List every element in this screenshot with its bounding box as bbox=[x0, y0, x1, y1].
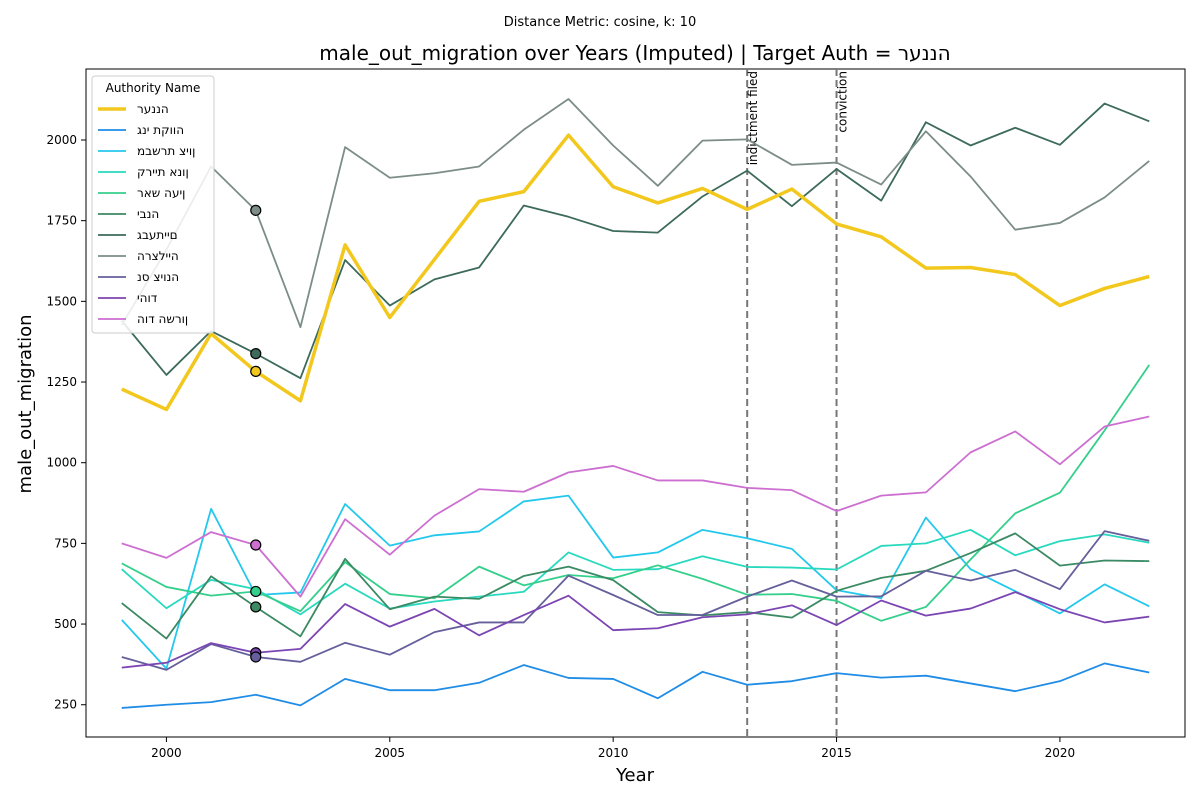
x-tick-label: 2010 bbox=[598, 746, 629, 760]
imputed-point bbox=[250, 204, 262, 216]
y-tick-label: 1500 bbox=[46, 294, 77, 308]
legend-label: ןורשה דוה bbox=[137, 312, 188, 326]
legend-label: היילצרה bbox=[137, 249, 179, 263]
x-tick-label: 2000 bbox=[151, 746, 182, 760]
x-axis-label: Year bbox=[615, 765, 655, 786]
imputed-point bbox=[250, 601, 262, 613]
series-line bbox=[121, 532, 1150, 640]
y-tick-label: 750 bbox=[54, 536, 77, 550]
y-tick-label: 2000 bbox=[46, 133, 77, 147]
series-line bbox=[121, 364, 1151, 622]
series-line bbox=[121, 494, 1150, 670]
series-line bbox=[121, 528, 1150, 616]
series-line bbox=[121, 662, 1150, 709]
legend-label: הננער bbox=[137, 102, 169, 116]
plot-area: 2000 2005 2010 2015 2020 250 500 750 1000 1250 150… bbox=[46, 68, 1186, 760]
chart-suptitle: Distance Metric: cosine, k: 10 bbox=[504, 15, 696, 30]
event-label: conviction bbox=[836, 71, 850, 133]
legend-label: דוהי bbox=[137, 291, 158, 305]
x-tick-label: 2020 bbox=[1045, 746, 1076, 760]
y-tick-label: 500 bbox=[54, 617, 77, 631]
x-tick-label: 2005 bbox=[375, 746, 406, 760]
legend-label: ןונא תיירק bbox=[137, 165, 189, 179]
series-line bbox=[121, 133, 1150, 412]
imputed-point bbox=[250, 585, 262, 598]
chart-title: male_out_migration over Years (Imputed) … bbox=[319, 41, 950, 65]
y-tick-label: 1250 bbox=[46, 375, 77, 389]
legend-label: ןויצ תרשבמ bbox=[137, 144, 195, 158]
event-label: indictment filed bbox=[746, 71, 760, 165]
axes-frame bbox=[85, 68, 1186, 738]
y-tick-label: 250 bbox=[54, 698, 77, 712]
imputed-point bbox=[250, 348, 262, 360]
imputed-point bbox=[250, 539, 262, 551]
legend-label: םייתעבג bbox=[137, 228, 178, 242]
x-tick-label: 2015 bbox=[821, 746, 852, 760]
y-tick-label: 1000 bbox=[46, 456, 77, 470]
legend: Authority Name הננער הווקת ינג ןויצ תרשבמ ןו… bbox=[91, 75, 215, 334]
imputed-point bbox=[250, 651, 262, 663]
imputed-point bbox=[250, 365, 262, 377]
series-line bbox=[121, 530, 1150, 671]
series-line bbox=[121, 415, 1150, 598]
y-axis-label: male_out_migration bbox=[15, 315, 36, 494]
y-tick-label: 1750 bbox=[46, 214, 77, 228]
legend-title: Authority Name bbox=[106, 81, 201, 95]
series-line bbox=[120, 98, 1150, 329]
series-line bbox=[121, 102, 1150, 380]
legend-box bbox=[91, 75, 215, 334]
legend-label: הווקת ינג bbox=[137, 123, 184, 137]
legend-label: הנבי bbox=[137, 207, 159, 221]
legend-label: ןיעה שאר bbox=[137, 186, 185, 200]
series-line bbox=[121, 591, 1150, 669]
legend-label: הנויצ סנ bbox=[137, 270, 179, 284]
